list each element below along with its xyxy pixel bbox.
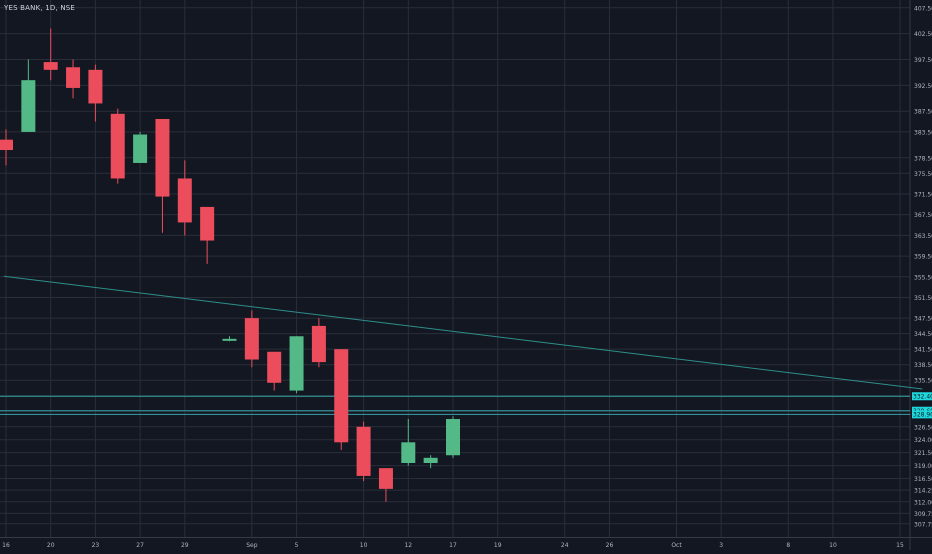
candle-up[interactable]: [423, 457, 438, 463]
price-label-box: [912, 392, 932, 401]
y-tick-label: 347.50: [914, 316, 932, 323]
x-tick-label: Sep: [246, 542, 258, 549]
candle-down[interactable]: [378, 468, 393, 489]
candle-down[interactable]: [334, 349, 349, 443]
candle-down[interactable]: [155, 118, 170, 197]
y-tick-label: 355.50: [914, 274, 932, 281]
y-tick-label: 307.75: [914, 521, 932, 528]
y-tick-label: 351.50: [914, 295, 932, 302]
chart-title: YES BANK, 1D, NSE: [4, 4, 76, 12]
x-tick-label: 26: [606, 542, 614, 549]
x-tick-label: 10: [360, 542, 368, 549]
candle-down[interactable]: [267, 351, 282, 383]
price-label-box: [912, 410, 932, 419]
candle-down[interactable]: [311, 325, 326, 363]
candle-up[interactable]: [222, 338, 237, 341]
x-tick-label: 15: [896, 542, 904, 549]
y-tick-label: 312.00: [914, 499, 932, 506]
y-tick-label: 407.50: [914, 5, 932, 12]
candle-up[interactable]: [289, 336, 304, 391]
candle-up[interactable]: [401, 442, 416, 463]
candle-down[interactable]: [43, 62, 58, 70]
x-tick-label: 8: [786, 542, 790, 549]
y-tick-label: 383.50: [914, 129, 932, 136]
y-tick-label: 324.00: [914, 437, 932, 444]
y-tick-label: 378.50: [914, 155, 932, 162]
y-tick-label: 402.50: [914, 31, 932, 38]
candle-down[interactable]: [0, 139, 13, 151]
y-tick-label: 319.00: [914, 463, 932, 470]
candle-down[interactable]: [200, 206, 215, 241]
y-tick-label: 321.50: [914, 450, 932, 457]
price-label: 328.90: [913, 412, 932, 419]
y-tick-label: 363.50: [914, 233, 932, 240]
y-tick-label: 387.50: [914, 109, 932, 116]
x-tick-label: Oct: [671, 542, 682, 549]
x-tick-label: 20: [47, 542, 55, 549]
x-tick-label: 19: [494, 542, 502, 549]
y-tick-label: 326.50: [914, 424, 932, 431]
x-tick-label: 3: [719, 542, 723, 549]
x-tick-label: 23: [92, 542, 100, 549]
candle-up[interactable]: [446, 419, 460, 456]
x-tick-label: 27: [136, 542, 144, 549]
x-tick-label: 17: [449, 542, 457, 549]
y-tick-label: 392.50: [914, 83, 932, 90]
y-tick-label: 344.50: [914, 331, 932, 338]
price-label: 332.40: [913, 393, 932, 400]
candle-down[interactable]: [110, 113, 125, 179]
candle-down[interactable]: [356, 426, 371, 476]
candle-down[interactable]: [177, 178, 192, 223]
x-tick-label: 10: [829, 542, 837, 549]
y-tick-label: 335.50: [914, 378, 932, 385]
y-tick-label: 338.50: [914, 362, 932, 369]
y-tick-label: 341.50: [914, 347, 932, 354]
y-tick-label: 359.50: [914, 254, 932, 261]
y-tick-label: 367.50: [914, 212, 932, 219]
y-tick-label: 397.50: [914, 57, 932, 64]
candle-down[interactable]: [88, 69, 103, 104]
x-tick-label: 12: [404, 542, 412, 549]
y-tick-label: 314.25: [914, 488, 932, 495]
candle-down[interactable]: [66, 67, 81, 88]
x-tick-label: 5: [295, 542, 299, 549]
y-tick-label: 316.50: [914, 476, 932, 483]
y-tick-label: 309.75: [914, 511, 932, 518]
candle-down[interactable]: [244, 318, 259, 360]
x-tick-label: 16: [2, 542, 10, 549]
candle-up[interactable]: [133, 134, 148, 163]
trendline[interactable]: [3, 275, 923, 390]
y-tick-label: 375.50: [914, 171, 932, 178]
x-tick-label: 24: [561, 542, 569, 549]
x-tick-label: 29: [181, 542, 189, 549]
y-tick-label: 371.50: [914, 191, 932, 198]
candle-up[interactable]: [21, 80, 36, 132]
